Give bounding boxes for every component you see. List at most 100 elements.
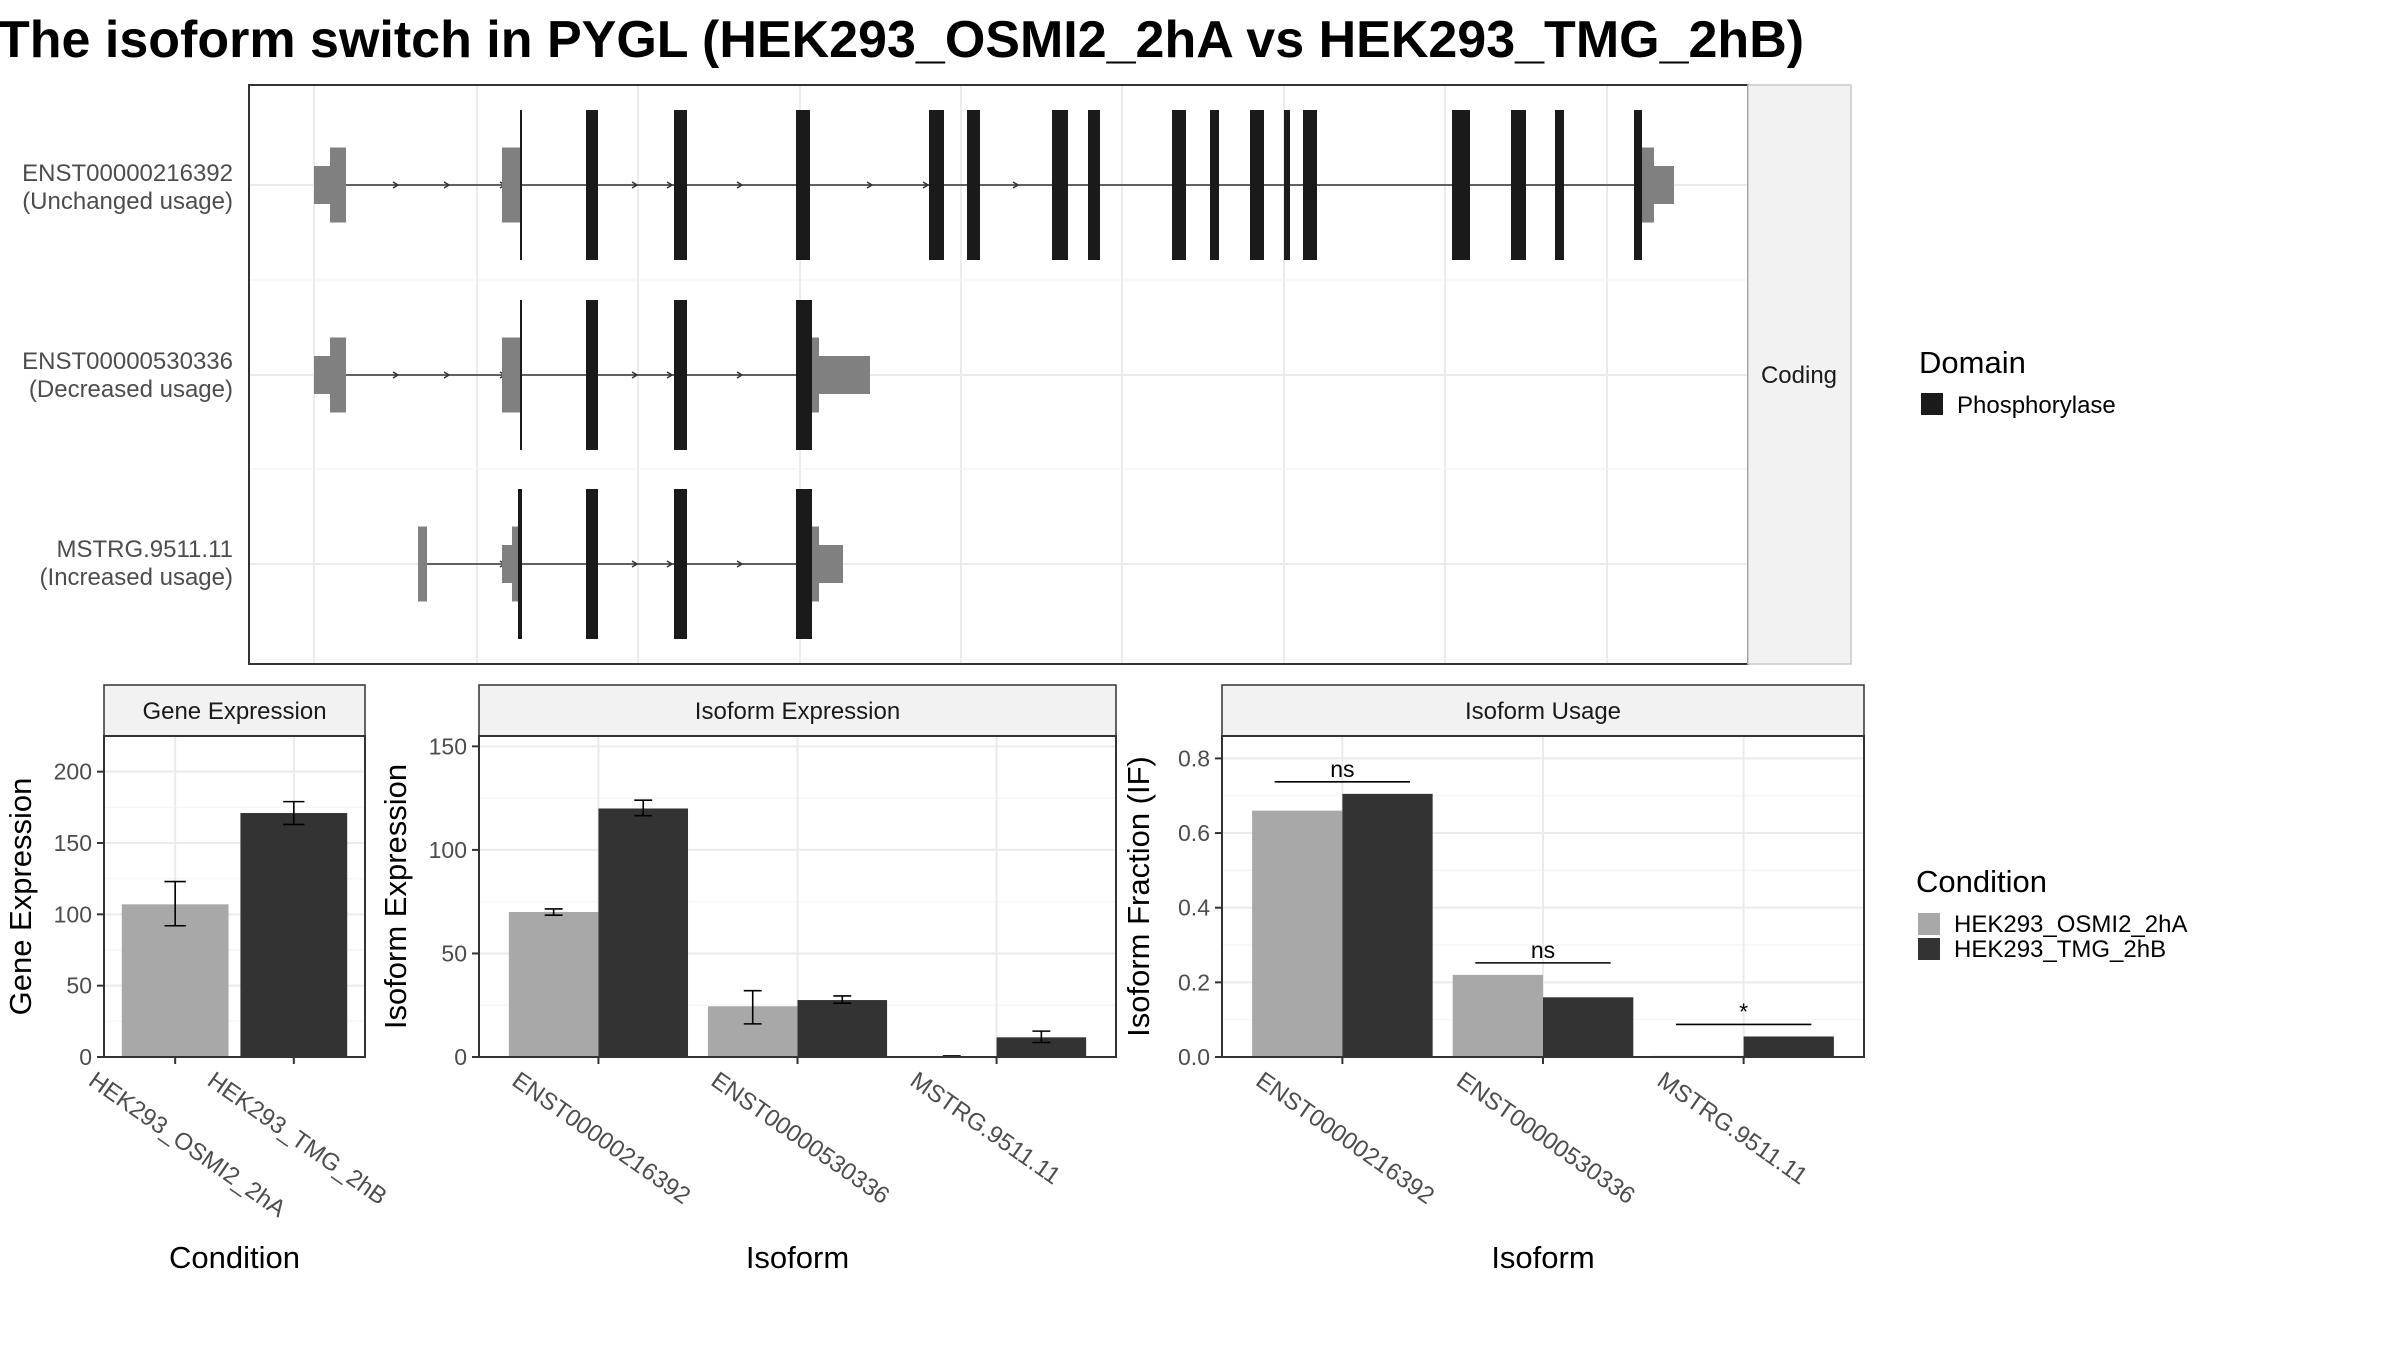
phosphorylase-domain-exon — [1210, 110, 1219, 260]
x-tick-label: MSTRG.9511.11 — [1652, 1067, 1812, 1190]
y-tick-label: 0.8 — [1178, 745, 1210, 771]
isoform-usage-panel: Isoform Usage ns ns * 0.0 0.2 0.4 0.6 0.8 ENST… — [1121, 684, 1865, 1275]
intron-direction-arrow — [666, 560, 674, 568]
phosphorylase-domain-exon — [796, 489, 812, 639]
isoform-expression-strip-label: Isoform Expression — [695, 698, 900, 725]
significance-label: ns — [1531, 937, 1555, 963]
gene-expression-panel: Gene Expression 0 50 100 150 200 HEK293_OSMI… — [3, 684, 392, 1275]
y-tick-label: 0.4 — [1178, 895, 1210, 921]
isoform-usage-x-axis: ENST00000216392 ENST00000530336 MSTRG.9511… — [1251, 1057, 1812, 1210]
x-tick-label: ENST00000216392 — [1251, 1067, 1439, 1210]
condition-legend-key-b — [1918, 938, 1940, 960]
page-title: The isoform switch in PYGL (HEK293_OSMI2… — [0, 11, 1804, 69]
bar — [797, 1000, 888, 1057]
phosphorylase-domain-exon — [674, 110, 687, 260]
phosphorylase-domain-exon — [1284, 110, 1290, 260]
gene-expression-strip — [103, 684, 366, 737]
intron-direction-arrow — [392, 181, 400, 189]
x-tick-label: ENST00000530336 — [1452, 1067, 1640, 1210]
y-tick-label: 50 — [66, 973, 92, 999]
isoform-usage-strip-label: Isoform Usage — [1465, 698, 1621, 725]
phosphorylase-domain-exon — [1511, 110, 1526, 260]
gene-expression-y-axis-title: Gene Expression — [3, 778, 38, 1016]
gene-expression-x-axis-title: Condition — [169, 1240, 300, 1275]
y-tick-label: 100 — [429, 837, 467, 863]
phosphorylase-domain-exon — [796, 110, 810, 260]
intron-direction-arrow — [666, 371, 674, 379]
isoform-usage-x-axis-title: Isoform — [1491, 1240, 1594, 1275]
significance-label: ns — [1330, 756, 1354, 782]
phosphorylase-domain-exon — [586, 489, 598, 639]
bar — [1342, 793, 1433, 1057]
utr-exon — [330, 337, 346, 413]
phosphorylase-domain-exon — [586, 110, 598, 260]
gene-expression-bars — [121, 800, 348, 1057]
isoform-label-3-id: MSTRG.9511.11 — [56, 536, 233, 563]
isoform-label-1-id: ENST00000216392 — [22, 160, 233, 187]
phosphorylase-domain-exon — [929, 110, 944, 260]
isoform-label-2-id: ENST00000530336 — [22, 348, 233, 375]
bar — [598, 808, 689, 1057]
isoform-transcript-glyphs — [314, 110, 1674, 639]
phosphorylase-domain-exon — [518, 489, 522, 639]
x-tick-label: ENST00000530336 — [706, 1067, 894, 1210]
intron-direction-arrow — [443, 181, 451, 189]
intron-direction-arrow — [443, 371, 451, 379]
domain-legend-label-phosphorylase: Phosphorylase — [1957, 392, 2116, 419]
utr-exon — [418, 526, 427, 602]
y-tick-label: 0.6 — [1178, 820, 1210, 846]
intron-direction-arrow — [736, 371, 744, 379]
y-tick-label: 0.0 — [1178, 1044, 1210, 1070]
y-tick-label: 50 — [441, 940, 467, 966]
phosphorylase-domain-exon — [1555, 110, 1564, 260]
y-tick-label: 100 — [54, 901, 92, 927]
utr-exon — [819, 545, 843, 583]
bar — [121, 904, 229, 1057]
domain-legend-key-phosphorylase — [1921, 393, 1943, 415]
condition-legend-title: Condition — [1916, 864, 2047, 899]
intron-direction-arrow — [631, 181, 639, 189]
y-tick-label: 0.2 — [1178, 969, 1210, 995]
utr-exon — [512, 526, 518, 602]
isoform-usage-y-axis: 0.0 0.2 0.4 0.6 0.8 — [1178, 745, 1222, 1070]
isoform-expression-bars — [508, 799, 1087, 1058]
utr-exon — [502, 147, 520, 223]
gene-expression-panel-border — [103, 735, 366, 1058]
utr-exon — [819, 356, 870, 394]
intron-direction-arrow — [631, 560, 639, 568]
domain-legend: Domain Phosphorylase — [1919, 345, 2116, 419]
bar — [1252, 810, 1343, 1057]
isoform-expression-y-axis-title: Isoform Expression — [378, 764, 413, 1029]
facet-strip — [1747, 84, 1852, 665]
phosphorylase-domain-exon — [1303, 110, 1317, 260]
intron-direction-arrow — [666, 181, 674, 189]
phosphorylase-domain-exon — [1088, 110, 1100, 260]
bar — [240, 813, 348, 1057]
utr-exon — [314, 356, 330, 394]
isoform-label-2-usage: (Decreased usage) — [29, 376, 233, 403]
bar — [508, 912, 599, 1057]
isoform-label-3-usage: (Increased usage) — [40, 564, 233, 591]
y-tick-label: 150 — [429, 733, 467, 759]
isoform-expression-x-axis-title: Isoform — [746, 1240, 849, 1275]
phosphorylase-domain-exon — [796, 300, 812, 450]
intron-direction-arrow — [392, 371, 400, 379]
condition-legend-label-a: HEK293_OSMI2_2hA — [1954, 911, 2187, 938]
phosphorylase-domain-exon — [520, 110, 522, 260]
utr-exon — [812, 337, 819, 413]
y-tick-label: 0 — [454, 1044, 467, 1070]
x-tick-label: HEK293_OSMI2_2hA — [84, 1067, 291, 1223]
gene-expression-strip-label: Gene Expression — [142, 698, 326, 725]
isoform-expression-y-axis: 0 50 100 150 — [429, 733, 479, 1070]
phosphorylase-domain-exon — [967, 110, 980, 260]
phosphorylase-domain-exon — [586, 300, 598, 450]
intron-direction-arrow — [736, 181, 744, 189]
utr-exon — [812, 526, 819, 602]
utr-exon — [1642, 147, 1654, 223]
utr-exon — [330, 147, 346, 223]
y-tick-label: 200 — [54, 759, 92, 785]
x-tick-label: ENST00000216392 — [507, 1067, 695, 1210]
isoform-usage-bars: ns ns * — [1252, 756, 1834, 1057]
